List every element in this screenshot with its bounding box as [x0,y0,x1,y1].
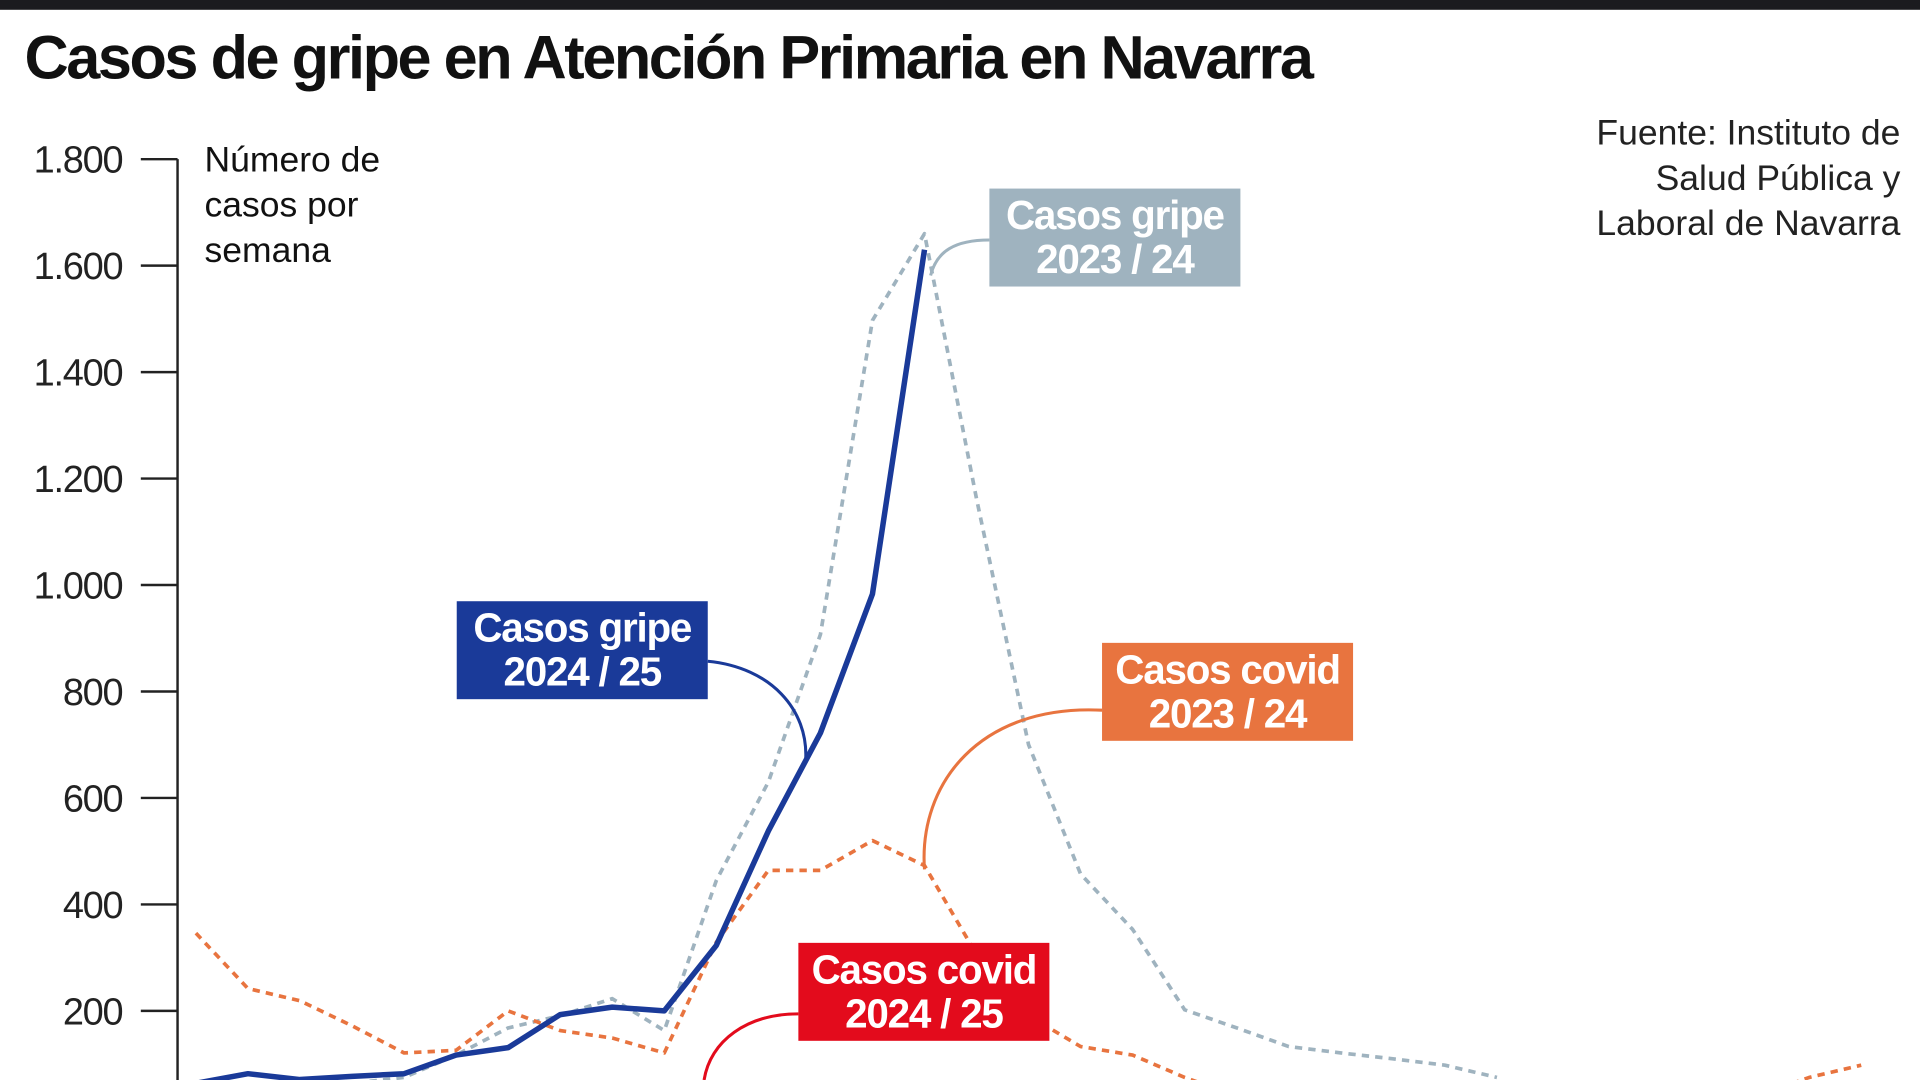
series-label: Casos gripe 2024 / 25 [456,601,708,700]
series-label: Casos covid 2024 / 25 [798,942,1050,1041]
series-line [198,249,928,1080]
series-line [364,231,1498,1080]
y-tick-label: 1.400 [34,353,123,395]
y-axis-label: Número de casos por semana [204,140,381,271]
leader-line [922,708,1103,870]
y-tick-label: 1.000 [34,566,123,608]
top-bar [0,0,1920,10]
source: Fuente: Instituto de Salud Pública y Lab… [1596,113,1901,244]
y-tick-label: 200 [63,991,123,1033]
leader-line [707,659,808,760]
y-tick-label: 1.200 [34,459,123,501]
leader-line [702,1012,799,1080]
y-tick-label: 600 [63,778,123,820]
leader-line [929,238,990,276]
y-tick-label: 1.800 [34,140,123,182]
y-tick-label: 400 [63,885,123,927]
y-tick-label: 800 [63,672,123,714]
y-tick-label: 1.600 [34,246,123,288]
chart-title: Casos de gripe en Atención Primaria en N… [24,23,1313,92]
series-label: Casos gripe 2023 / 24 [989,188,1241,287]
series-label: Casos covid 2023 / 24 [1102,642,1354,741]
